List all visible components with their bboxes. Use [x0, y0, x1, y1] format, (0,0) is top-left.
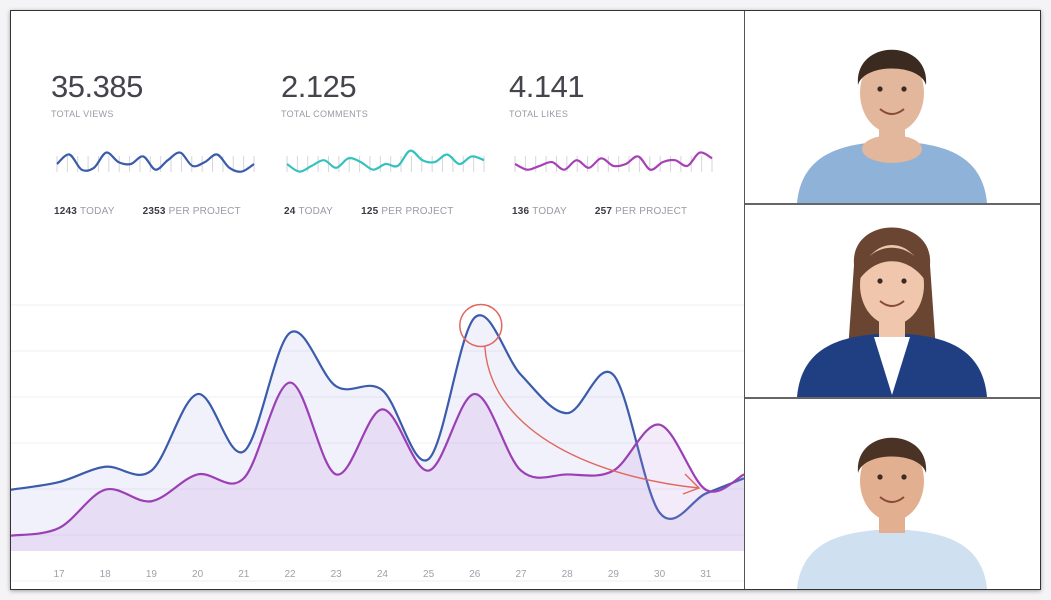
video-tile-3[interactable]	[745, 399, 1040, 589]
sparkline-likes	[514, 151, 713, 172]
stat-value: 4.141	[509, 69, 585, 104]
analytics-dashboard: 35.385 TOTAL VIEWS 1243 TODAY 2353 PER PROJ…	[11, 11, 744, 589]
x-tick-label: 30	[654, 569, 666, 580]
stat-likes-meta: 136 TODAY 257 PER PROJECT	[512, 206, 688, 217]
hair	[857, 49, 927, 85]
x-tick-label: 19	[146, 569, 158, 580]
shirt	[797, 529, 987, 589]
series-line	[11, 314, 744, 521]
participant-avatar	[745, 205, 1040, 397]
sparkline-comments	[286, 149, 485, 173]
x-tick-label: 28	[562, 569, 574, 580]
tile-divider	[745, 203, 1040, 205]
series-area	[11, 382, 744, 551]
spark-line	[56, 151, 255, 173]
stat-views-meta: 1243 TODAY 2353 PER PROJECT	[54, 206, 241, 217]
stat-comments-meta: 24 TODAY 125 PER PROJECT	[284, 206, 454, 217]
spark-line	[286, 149, 485, 173]
mouth	[879, 300, 905, 307]
hands	[862, 135, 922, 163]
video-tile-1[interactable]	[745, 11, 1040, 203]
series-line	[11, 381, 744, 537]
eye	[877, 86, 883, 92]
x-tick-label: 23	[331, 569, 343, 580]
face	[860, 53, 924, 133]
highlight-arrow	[484, 346, 700, 489]
app-frame: 35.385 TOTAL VIEWS 1243 TODAY 2353 PER PROJ…	[10, 10, 1041, 590]
mouth	[879, 108, 905, 115]
x-tick-label: 25	[423, 569, 435, 580]
stat-label: TOTAL COMMENTS	[281, 109, 369, 119]
stat-label: TOTAL VIEWS	[51, 109, 114, 119]
eye	[877, 474, 883, 480]
stat-value: 2.125	[281, 69, 357, 104]
blouse	[874, 337, 910, 395]
eye	[901, 278, 907, 284]
stat-views: 35.385 TOTAL VIEWS	[51, 69, 266, 119]
face	[860, 441, 924, 521]
stat-value: 35.385	[51, 69, 143, 104]
eye	[901, 474, 907, 480]
hair-fringe	[859, 247, 925, 280]
x-tick-label: 20	[192, 569, 204, 580]
x-tick-label: 29	[608, 569, 620, 580]
hair	[857, 437, 927, 473]
mouth	[879, 496, 905, 503]
x-tick-label: 18	[100, 569, 112, 580]
x-tick-label: 27	[515, 569, 527, 580]
participant-avatar	[745, 11, 1040, 203]
stat-comments: 2.125 TOTAL COMMENTS	[281, 69, 496, 119]
stat-label: TOTAL LIKES	[509, 109, 569, 119]
tile-divider	[745, 397, 1040, 399]
x-tick-label: 31	[700, 569, 712, 580]
series-area	[11, 315, 744, 551]
shirt	[797, 141, 987, 203]
x-tick-label: 22	[284, 569, 296, 580]
eye	[877, 278, 883, 284]
arrow-head	[682, 473, 701, 495]
x-tick-label: 24	[377, 569, 389, 580]
main-chart: 17 18 19 20 21 22 23 24 25 26 27 28 29 30 31	[11, 303, 744, 582]
stat-likes: 4.141 TOTAL LIKES	[509, 69, 724, 119]
spark-line	[514, 151, 713, 171]
x-tick-label: 21	[238, 569, 250, 580]
x-tick-label: 17	[53, 569, 65, 580]
video-tile-2[interactable]	[745, 205, 1040, 397]
participant-avatar	[745, 399, 1040, 589]
x-tick-label: 26	[469, 569, 481, 580]
eye	[901, 86, 907, 92]
sparkline-views	[56, 151, 255, 173]
highlight-circle	[459, 303, 503, 348]
